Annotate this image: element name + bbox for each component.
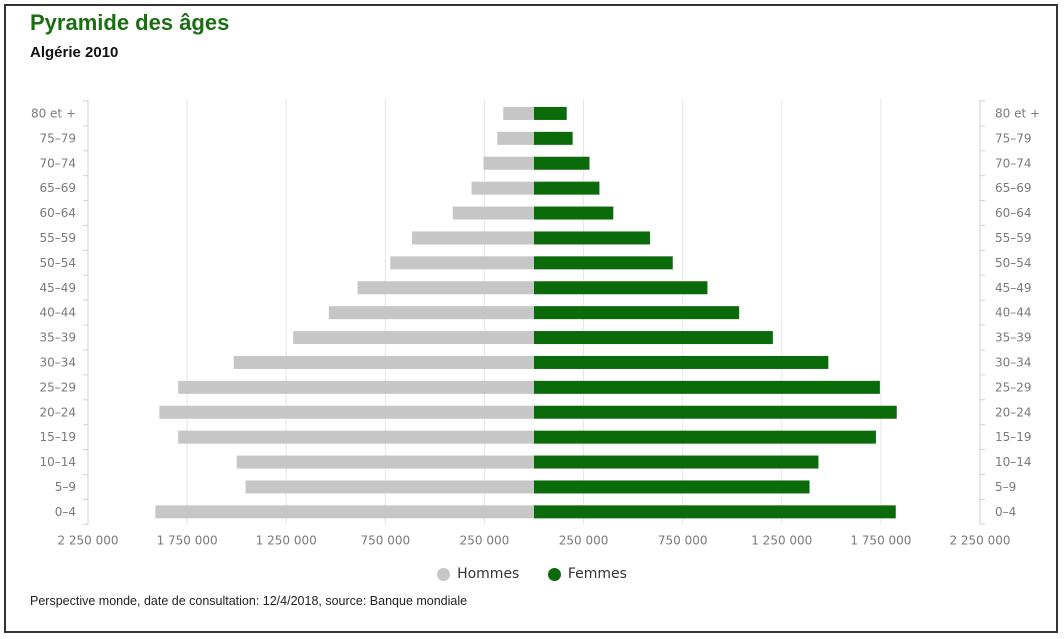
y-tick-label-left: 75–79: [39, 131, 76, 145]
bar-femmes[interactable]: [534, 405, 897, 419]
bar-hommes[interactable]: [497, 131, 534, 145]
x-tick-label: 1 250 000: [751, 533, 812, 547]
bar-hommes[interactable]: [503, 106, 534, 120]
legend-label-hommes: Hommes: [457, 566, 520, 582]
y-tick-label-left: 80 et +: [31, 106, 76, 120]
y-tick-label-right: 60–64: [995, 206, 1032, 220]
bar-femmes[interactable]: [534, 355, 829, 369]
legend: Hommes Femmes: [0, 566, 1064, 585]
y-tick-label-right: 80 et +: [995, 106, 1040, 120]
y-tick-label-right: 5–9: [995, 480, 1016, 494]
chart-title: Pyramide des âges: [30, 10, 230, 35]
bar-hommes[interactable]: [483, 156, 534, 170]
bar-hommes[interactable]: [159, 405, 535, 419]
bar-femmes[interactable]: [534, 455, 819, 469]
y-tick-label-left: 40–44: [39, 306, 76, 320]
bar-hommes[interactable]: [236, 455, 534, 469]
y-tick-label-left: 20–24: [39, 405, 76, 419]
legend-item-hommes[interactable]: Hommes: [437, 566, 519, 582]
y-tick-label-left: 30–34: [39, 355, 76, 369]
x-tick-label: 1 750 000: [850, 533, 911, 547]
y-tick-label-right: 45–49: [995, 281, 1032, 295]
bar-hommes[interactable]: [245, 480, 534, 494]
y-tick-label-right: 25–29: [995, 380, 1032, 394]
x-tick-label: 2 250 000: [949, 533, 1010, 547]
y-tick-label-right: 30–34: [995, 355, 1032, 369]
bar-femmes[interactable]: [534, 181, 600, 195]
bar-hommes[interactable]: [178, 380, 535, 394]
bar-femmes[interactable]: [534, 106, 567, 120]
x-tick-label: 2 250 000: [57, 533, 118, 547]
y-tick-label-right: 10–14: [995, 455, 1032, 469]
y-tick-label-left: 0–4: [55, 505, 76, 519]
y-tick-label-right: 0–4: [995, 505, 1016, 519]
bar-femmes[interactable]: [534, 480, 810, 494]
x-tick-label: 250 000: [559, 533, 609, 547]
y-tick-label-left: 70–74: [39, 156, 76, 170]
bar-hommes[interactable]: [412, 231, 534, 245]
bar-hommes[interactable]: [155, 505, 534, 519]
bar-femmes[interactable]: [534, 206, 614, 220]
bar-femmes[interactable]: [534, 131, 573, 145]
chart-frame: [4, 4, 1058, 633]
y-tick-label-left: 10–14: [39, 455, 76, 469]
y-tick-label-right: 50–54: [995, 256, 1032, 270]
x-tick-label: 1 250 000: [256, 533, 317, 547]
chart-subtitle: Algérie 2010: [30, 44, 119, 61]
bar-femmes[interactable]: [534, 306, 740, 320]
bar-femmes[interactable]: [534, 380, 880, 394]
x-tick-label: 750 000: [361, 533, 411, 547]
y-tick-label-left: 55–59: [39, 231, 76, 245]
bar-femmes[interactable]: [534, 231, 650, 245]
y-tick-label-left: 25–29: [39, 380, 76, 394]
y-tick-label-left: 35–39: [39, 331, 76, 345]
bar-femmes[interactable]: [534, 505, 896, 519]
y-tick-label-right: 65–69: [995, 181, 1032, 195]
legend-item-femmes[interactable]: Femmes: [547, 566, 627, 582]
bar-hommes[interactable]: [471, 181, 534, 195]
legend-marker-hommes: [437, 567, 451, 581]
bar-hommes[interactable]: [293, 331, 534, 345]
bar-femmes[interactable]: [534, 256, 673, 270]
bar-hommes[interactable]: [390, 256, 534, 270]
source-note: Perspective monde, date de consultation:…: [30, 594, 468, 608]
x-tick-label: 750 000: [658, 533, 708, 547]
y-tick-label-right: 75–79: [995, 131, 1032, 145]
y-tick-label-right: 15–19: [995, 430, 1032, 444]
y-tick-label-right: 55–59: [995, 231, 1032, 245]
bar-hommes[interactable]: [233, 355, 534, 369]
y-tick-label-right: 20–24: [995, 405, 1032, 419]
legend-marker-femmes: [547, 567, 561, 581]
y-tick-label-right: 40–44: [995, 306, 1032, 320]
bar-hommes[interactable]: [357, 281, 534, 295]
bar-femmes[interactable]: [534, 331, 773, 345]
bar-hommes[interactable]: [452, 206, 534, 220]
bar-hommes[interactable]: [328, 306, 534, 320]
y-tick-label-left: 60–64: [39, 206, 76, 220]
y-tick-label-left: 15–19: [39, 430, 76, 444]
bar-femmes[interactable]: [534, 156, 590, 170]
y-tick-label-right: 70–74: [995, 156, 1032, 170]
x-tick-label: 250 000: [460, 533, 510, 547]
bar-hommes[interactable]: [178, 430, 535, 444]
bar-femmes[interactable]: [534, 430, 876, 444]
y-tick-label-left: 65–69: [39, 181, 76, 195]
y-tick-label-left: 5–9: [55, 480, 76, 494]
bar-femmes[interactable]: [534, 281, 708, 295]
legend-label-femmes: Femmes: [567, 566, 627, 582]
y-tick-label-left: 45–49: [39, 281, 76, 295]
x-tick-label: 1 750 000: [157, 533, 218, 547]
y-tick-label-left: 50–54: [39, 256, 76, 270]
y-tick-label-right: 35–39: [995, 331, 1032, 345]
